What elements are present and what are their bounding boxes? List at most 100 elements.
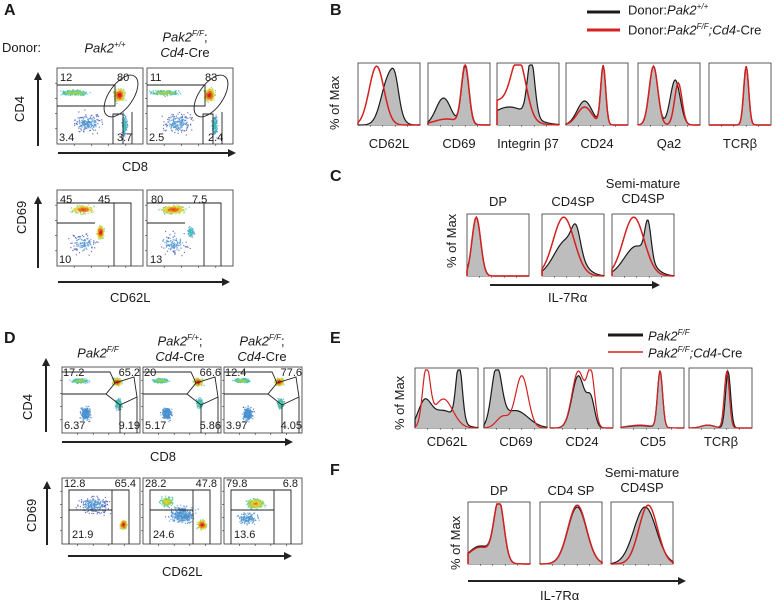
gate-cd4sp bbox=[147, 84, 206, 107]
scatter-a-cd4cd8-0-events bbox=[60, 87, 129, 137]
scatter-d-cd4cd8-0-frame bbox=[61, 366, 141, 434]
histogram-e-3-knockout-trace bbox=[620, 370, 685, 429]
axis-label-a-cd8: CD8 bbox=[122, 159, 149, 174]
histogram-e-0-knockout-trace bbox=[414, 369, 479, 429]
x-arrow-f-head bbox=[678, 577, 686, 585]
column-title-a-0: Pak2+/+ bbox=[84, 40, 126, 56]
gate-dp bbox=[103, 74, 139, 118]
x-arrow-d-cd62l-head bbox=[284, 552, 292, 560]
y-arrow-a-cd69-head bbox=[34, 196, 42, 204]
gate-value: 65.2 bbox=[118, 367, 140, 379]
scatter-d-cd4cd8-2-frame bbox=[223, 366, 303, 434]
panel-letter-e: E bbox=[330, 330, 341, 347]
y-arrow-d-cd4-head bbox=[42, 358, 50, 366]
gate-value: 65.4 bbox=[114, 478, 136, 490]
histogram-b-3-knockout-trace bbox=[565, 65, 628, 126]
gate-value: 4.05 bbox=[280, 420, 302, 432]
gate-value: 5.86 bbox=[199, 420, 221, 432]
column-title-d-0: Pak2F/F bbox=[77, 345, 119, 361]
gate-cd8sp bbox=[112, 113, 124, 144]
histogram-c-2-knockout-trace bbox=[611, 216, 675, 277]
gate-value: 47.8 bbox=[195, 478, 217, 490]
gate-value: 3.97 bbox=[226, 420, 248, 432]
gate-value: 11 bbox=[150, 72, 162, 84]
legend-item-b-0: Donor:Pak2+/+ bbox=[628, 2, 709, 18]
histogram-c-2-control-trace bbox=[611, 219, 675, 277]
donor-label: Donor: bbox=[2, 40, 42, 55]
column-title-c-0: DP bbox=[488, 194, 508, 209]
histogram-b-5-knockout-trace bbox=[709, 66, 771, 126]
scatter-d-cd69cd62l-0-events bbox=[75, 495, 128, 530]
column-title-a-1: Pak2F/F; Cd4-Cre bbox=[160, 29, 210, 61]
gate-value: 7.5 bbox=[192, 194, 208, 206]
marker-label-b-5: TCRβ bbox=[722, 136, 758, 151]
histogram-e-4-frame bbox=[688, 367, 753, 429]
gate-value: 5.17 bbox=[145, 420, 167, 432]
legend-item-e-1: Pak2F/F;Cd4-Cre bbox=[648, 345, 743, 361]
marker-label-b-0: CD62L bbox=[368, 136, 410, 151]
x-arrow-c-head bbox=[652, 281, 660, 289]
scatter-a-cd4cd8-1-events bbox=[149, 86, 219, 139]
gate-value: 6.37 bbox=[64, 420, 86, 432]
axis-label-f-y: % of Max bbox=[448, 515, 463, 570]
panel-letter-d: D bbox=[4, 330, 16, 347]
gate-value: 83 bbox=[205, 72, 218, 84]
gate-dp bbox=[193, 74, 229, 118]
gate-cd62lhi bbox=[204, 202, 222, 266]
histogram-e-2-knockout-trace bbox=[549, 369, 613, 429]
gate-value: 45 bbox=[98, 194, 111, 206]
axis-label-d-cd69: CD69 bbox=[24, 498, 39, 532]
gate-value: 3.4 bbox=[59, 132, 75, 144]
marker-label-b-1: CD69 bbox=[442, 136, 476, 151]
gate-cd4sp bbox=[57, 84, 116, 107]
panel-letter-c: C bbox=[330, 168, 342, 185]
scatter-d-cd69cd62l-2-frame bbox=[223, 477, 303, 545]
marker-label-b-3: CD24 bbox=[580, 136, 614, 151]
panel-letter-f: F bbox=[330, 462, 340, 479]
column-title-c-1: CD4SP bbox=[551, 194, 595, 209]
axis-label-f-x: IL-7Rα bbox=[540, 588, 580, 603]
scatter-d-cd69cd62l-2-events bbox=[236, 498, 267, 526]
gate-value: 17.2 bbox=[63, 367, 85, 379]
gate-cd69hi bbox=[230, 489, 275, 544]
column-title-f-1: CD4 SP bbox=[547, 483, 595, 498]
x-arrow-a-cd62l-head bbox=[222, 278, 230, 286]
gate-cd69hi bbox=[68, 489, 113, 544]
marker-label-e-0: CD62L bbox=[426, 434, 468, 449]
gate-value: 66.6 bbox=[199, 367, 221, 379]
gate-value: 2.5 bbox=[149, 132, 165, 144]
gate-value: 79.8 bbox=[226, 478, 248, 490]
gate-value: 13.6 bbox=[234, 529, 256, 541]
axis-label-d-cd4: CD4 bbox=[20, 393, 35, 420]
gate-value: 10 bbox=[59, 254, 72, 266]
histogram-b-1-knockout-trace bbox=[427, 63, 491, 126]
y-arrow-a-cd4-head bbox=[34, 72, 42, 80]
axis-label-a-cd69: CD69 bbox=[14, 200, 29, 234]
gate-value: 13 bbox=[150, 254, 163, 266]
histogram-f-2-knockout-trace bbox=[610, 504, 674, 565]
axis-label-c-x: IL-7Rα bbox=[548, 290, 588, 305]
histogram-b-5-frame bbox=[708, 62, 772, 126]
histogram-b-2-knockout-trace bbox=[496, 64, 560, 126]
scatter-a-cd69cd62l-1-events bbox=[158, 204, 196, 257]
gate-cd62lhi bbox=[112, 489, 130, 544]
column-title-f-0: DP bbox=[489, 483, 509, 498]
histogram-b-4-knockout-trace bbox=[637, 64, 700, 126]
gate-value: 80 bbox=[151, 194, 164, 206]
marker-label-b-4: Qa2 bbox=[656, 136, 682, 151]
gate-value: 28.2 bbox=[145, 478, 167, 490]
x-arrow-a-cd8-head bbox=[228, 149, 236, 157]
histogram-f-0-knockout-trace bbox=[467, 503, 531, 565]
gate-value: 12 bbox=[60, 72, 73, 84]
histogram-e-1-knockout-trace bbox=[483, 374, 548, 429]
gate-value: 2.4 bbox=[208, 132, 224, 144]
legend-item-e-0: Pak2F/F bbox=[648, 328, 690, 344]
histogram-c-1-control-trace bbox=[541, 223, 605, 277]
axis-label-c-y: % of Max bbox=[444, 213, 459, 268]
panel-letter-b: B bbox=[330, 2, 342, 19]
gate-value: 24.6 bbox=[153, 529, 175, 541]
gate-cd62lhi bbox=[274, 489, 292, 544]
gate-cd62lhi bbox=[114, 202, 132, 266]
gate-value: 12.4 bbox=[225, 367, 247, 379]
legend-item-b-1: Donor:Pak2F/F;Cd4-Cre bbox=[628, 22, 762, 38]
